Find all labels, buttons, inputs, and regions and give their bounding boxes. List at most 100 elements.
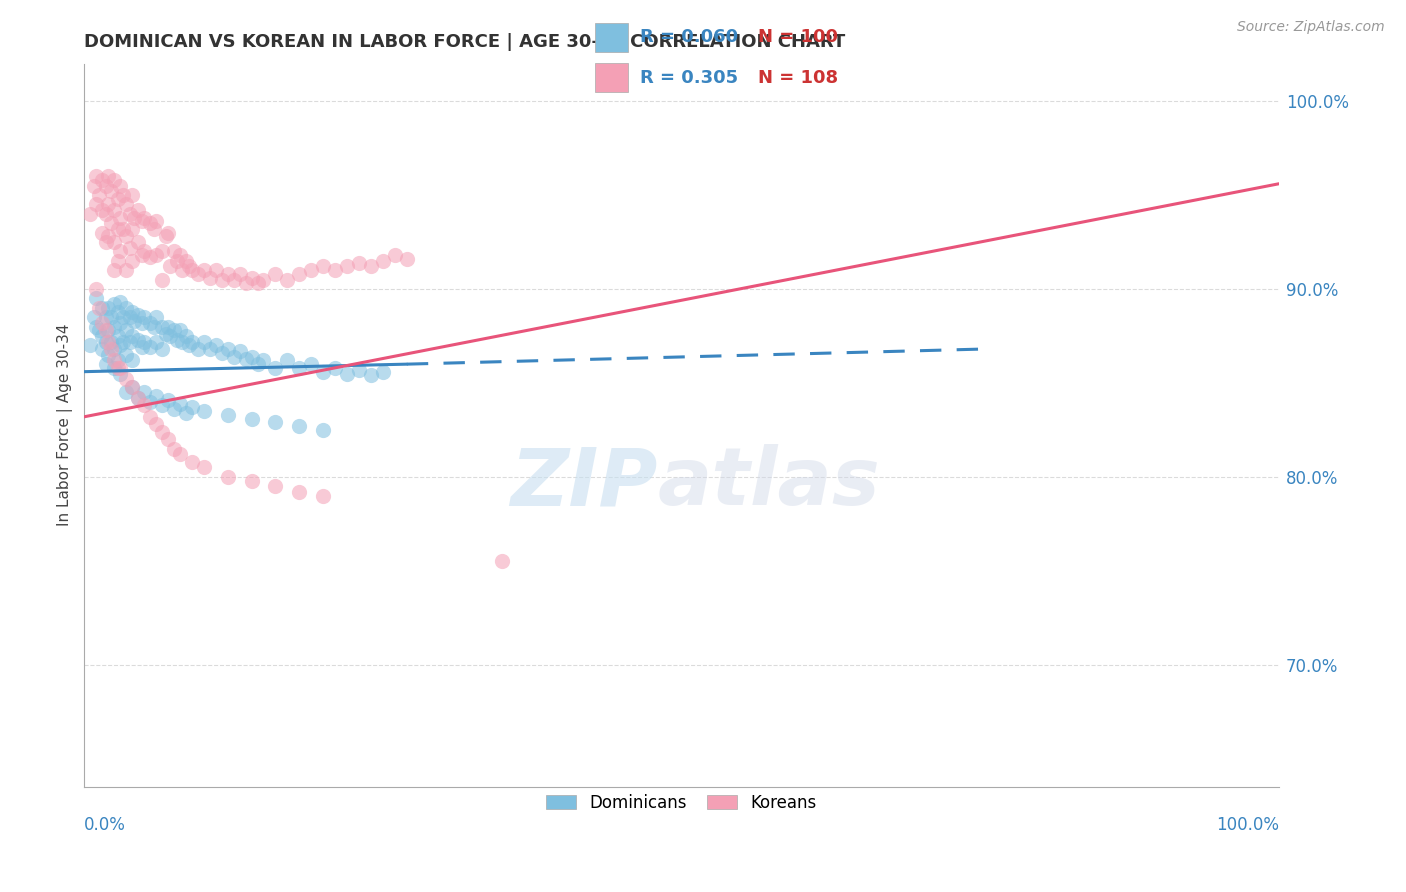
Point [107,353,129,368]
Point [100,216,122,230]
Point [118,207,141,221]
Point [179,260,201,274]
Point [264,267,287,281]
Point [252,353,274,368]
Point [142,319,165,334]
Point [172,334,194,349]
Point [312,489,335,503]
Point [103,203,125,218]
Point [288,360,311,375]
Point [127,203,149,218]
Point [127,333,149,347]
Point [127,308,149,322]
Point [118,310,141,325]
Point [288,419,311,434]
Point [174,253,197,268]
Point [180,455,202,469]
Point [94,334,117,349]
Point [107,329,129,343]
Point [118,334,141,349]
Point [100,334,122,349]
Point [139,409,162,424]
Point [150,244,173,259]
Point [139,250,162,264]
Legend: Dominicans, Koreans: Dominicans, Koreans [540,787,824,818]
Point [115,385,138,400]
Point [187,267,209,281]
Point [115,263,138,277]
Point [299,263,322,277]
Point [131,248,153,262]
Point [107,192,129,206]
Point [222,272,245,286]
Point [103,360,125,375]
Point [150,319,173,334]
Point [371,253,394,268]
Point [169,323,191,337]
Point [336,367,359,381]
Point [174,329,197,343]
Text: R = 0.060: R = 0.060 [640,29,738,46]
Point [121,222,143,236]
Point [94,207,117,221]
Point [145,417,167,432]
Point [91,203,114,218]
Point [246,357,269,371]
Point [150,399,173,413]
Point [91,301,114,315]
Point [228,343,250,358]
Point [132,310,155,325]
Point [97,348,120,362]
Point [166,333,188,347]
Point [169,447,191,461]
Point [121,353,143,368]
Point [347,255,370,269]
Point [276,353,298,368]
Point [163,442,186,456]
Point [276,272,298,286]
Point [115,301,138,315]
Point [84,319,107,334]
Point [299,357,322,371]
Point [108,367,131,381]
Point [103,235,125,249]
Point [211,272,233,286]
Point [108,338,131,352]
Point [94,178,117,193]
Point [240,270,263,285]
Point [97,334,120,349]
Point [111,222,134,236]
Point [217,470,239,484]
Point [491,554,513,568]
Point [198,270,221,285]
Point [131,340,153,354]
Point [217,267,239,281]
Point [193,263,215,277]
Point [240,474,263,488]
Point [139,340,162,354]
Point [347,363,370,377]
Point [97,301,120,315]
Point [187,342,209,356]
Point [139,316,162,330]
Text: N = 100: N = 100 [758,29,838,46]
Point [180,401,202,415]
Point [288,267,311,281]
Point [240,411,263,425]
Point [384,248,406,262]
Point [87,323,110,337]
Point [371,365,394,379]
Point [217,342,239,356]
Point [131,316,153,330]
Point [83,310,105,325]
Point [145,310,167,325]
Point [103,353,125,368]
Point [107,253,129,268]
Text: R = 0.305: R = 0.305 [640,69,738,87]
Point [193,460,215,475]
Point [94,323,117,337]
Point [87,301,110,315]
Point [150,342,173,356]
Point [180,263,202,277]
Text: atlas: atlas [658,444,880,522]
